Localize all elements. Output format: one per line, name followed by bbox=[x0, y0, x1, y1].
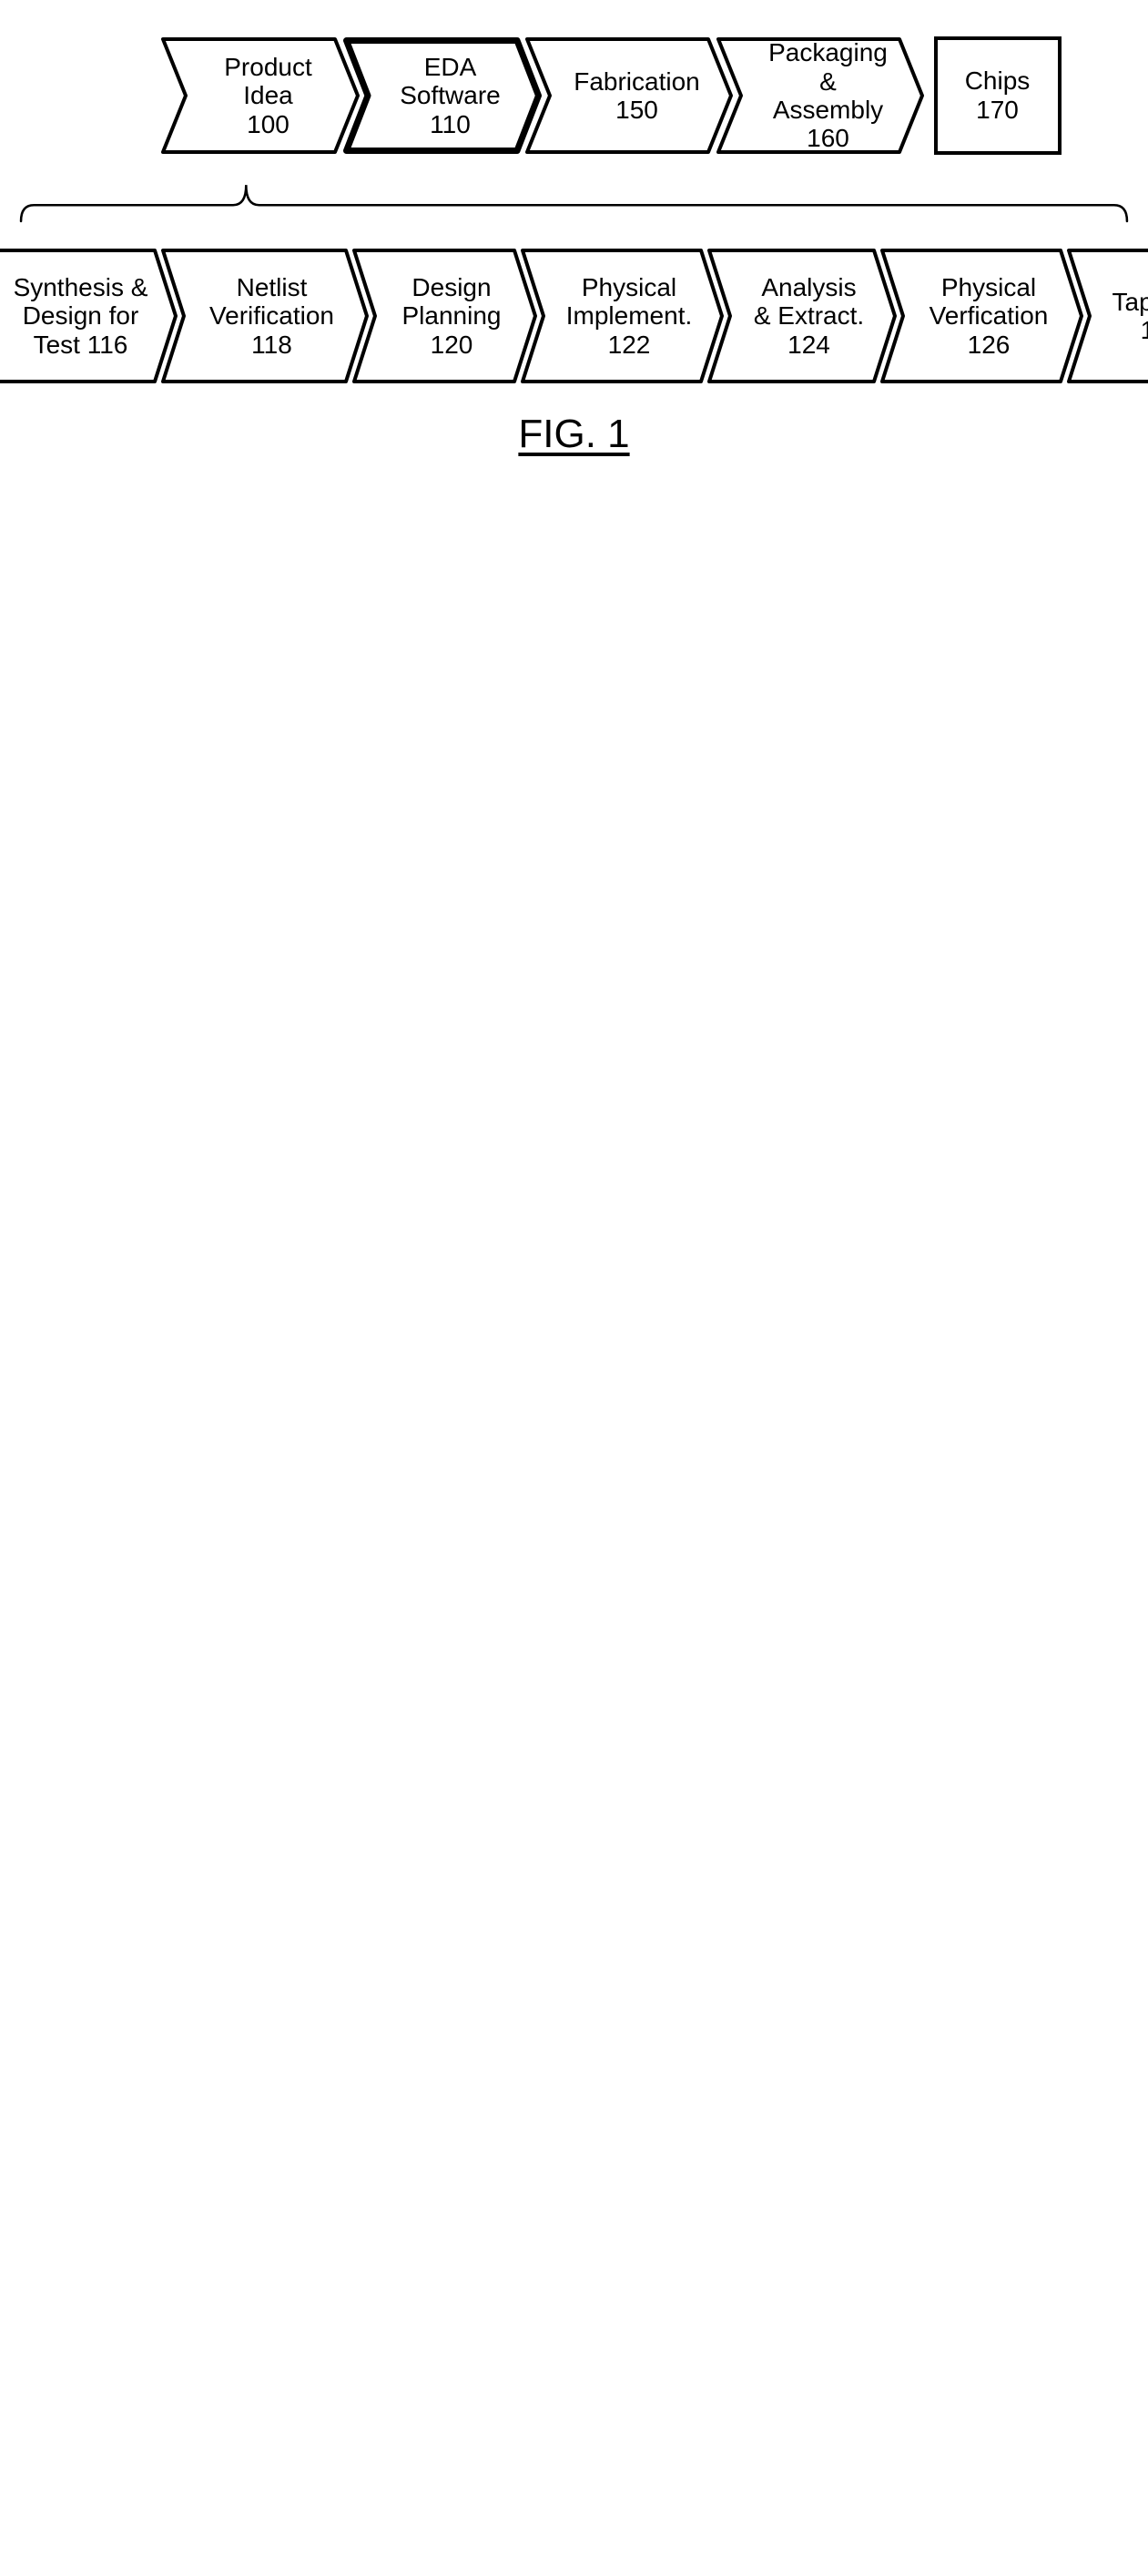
chips-box: Chips170 bbox=[934, 36, 1062, 155]
flow-step: EDASoftware110 bbox=[342, 36, 543, 155]
flow-step: PhysicalImplement.122 bbox=[520, 248, 725, 384]
flow-step-label: Fabrication150 bbox=[524, 36, 734, 155]
flow-step: PhysicalVerfication126 bbox=[879, 248, 1084, 384]
flow-step: Tape-out127 bbox=[1066, 248, 1148, 384]
flow-step-label: PhysicalImplement.122 bbox=[520, 248, 725, 384]
flow-step: NetlistVerification118 bbox=[160, 248, 370, 384]
bottom-flow-row: SystemDesign112Logic Designand Func.Veri… bbox=[0, 248, 1148, 384]
flow-step: Analysis& Extract.124 bbox=[706, 248, 898, 384]
flow-step: DesignPlanning120 bbox=[351, 248, 538, 384]
flow-step-label: DesignPlanning120 bbox=[351, 248, 538, 384]
flow-step-label: NetlistVerification118 bbox=[160, 248, 370, 384]
figure-label: FIG. 1 bbox=[518, 412, 629, 457]
flow-step: Fabrication150 bbox=[524, 36, 734, 155]
flow-step: ProductIdea100 bbox=[160, 36, 361, 155]
flow-step-label: Synthesis &Design forTest 116 bbox=[0, 248, 178, 384]
flow-step-label: Tape-out127 bbox=[1066, 248, 1148, 384]
brace-svg bbox=[18, 162, 1130, 244]
flow-step-label: EDASoftware110 bbox=[342, 36, 543, 155]
flow-step-label: Packaging&Assembly160 bbox=[716, 36, 925, 155]
flow-step: Synthesis &Design forTest 116 bbox=[0, 248, 178, 384]
flow-step: Packaging&Assembly160 bbox=[716, 36, 925, 155]
flow-diagram: ProductIdea100EDASoftware110Fabrication1… bbox=[18, 36, 1130, 457]
top-flow-row: ProductIdea100EDASoftware110Fabrication1… bbox=[160, 36, 1062, 155]
flow-step-label: Analysis& Extract.124 bbox=[706, 248, 898, 384]
flow-step-label: PhysicalVerfication126 bbox=[879, 248, 1084, 384]
brace-connector bbox=[18, 162, 1130, 244]
flow-step-label: ProductIdea100 bbox=[160, 36, 361, 155]
